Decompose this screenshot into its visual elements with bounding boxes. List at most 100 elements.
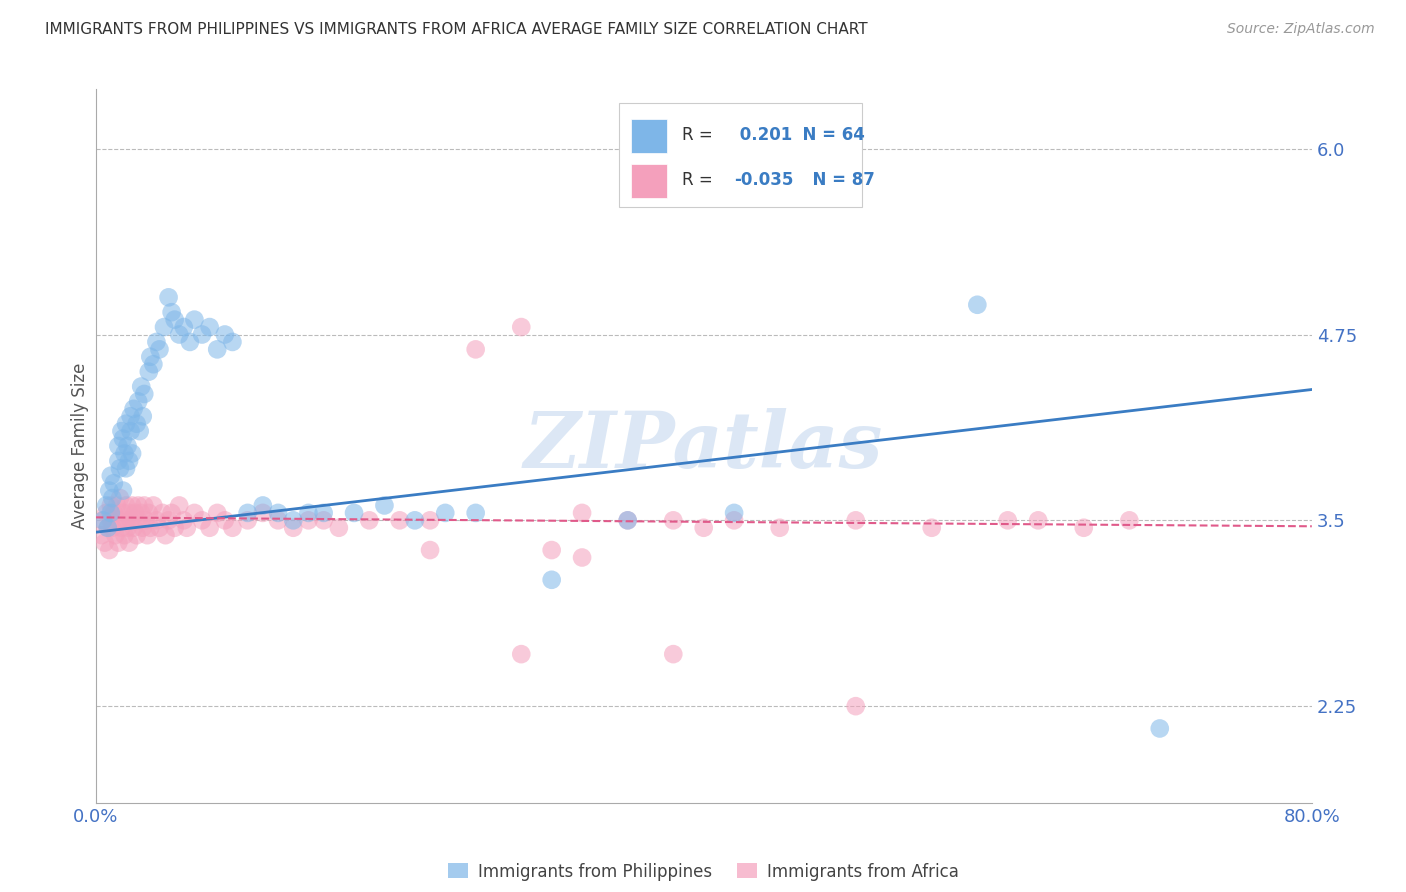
Point	[312, 513, 335, 527]
Point	[388, 513, 411, 527]
Point	[343, 506, 366, 520]
Point	[183, 506, 205, 520]
Point	[373, 499, 395, 513]
Point	[252, 506, 274, 520]
Point	[464, 506, 486, 520]
Point	[132, 409, 155, 424]
Text: R =: R =	[682, 170, 718, 188]
Point	[100, 513, 122, 527]
Point	[148, 343, 170, 357]
Point	[845, 699, 868, 714]
Point	[152, 506, 174, 520]
Bar	[631, 120, 668, 153]
Point	[105, 499, 128, 513]
Point	[97, 521, 120, 535]
Point	[121, 499, 143, 513]
Point	[117, 521, 139, 535]
Point	[997, 513, 1019, 527]
Point	[163, 312, 186, 326]
Point	[236, 506, 259, 520]
Point	[510, 320, 533, 334]
Point	[103, 476, 125, 491]
Point	[127, 513, 149, 527]
Point	[127, 499, 149, 513]
Point	[100, 499, 122, 513]
Point	[921, 521, 943, 535]
Point	[267, 513, 290, 527]
Point	[98, 483, 121, 498]
Point	[221, 521, 243, 535]
Point	[115, 499, 138, 513]
Point	[214, 327, 236, 342]
Point	[540, 543, 562, 558]
Point	[267, 506, 290, 520]
Legend: Immigrants from Philippines, Immigrants from Africa: Immigrants from Philippines, Immigrants …	[441, 856, 966, 888]
Text: -0.035: -0.035	[734, 170, 793, 188]
Point	[198, 320, 221, 334]
Point	[157, 290, 180, 304]
Point	[110, 424, 132, 438]
Point	[1118, 513, 1140, 527]
FancyBboxPatch shape	[619, 103, 862, 207]
Text: IMMIGRANTS FROM PHILIPPINES VS IMMIGRANTS FROM AFRICA AVERAGE FAMILY SIZE CORREL: IMMIGRANTS FROM PHILIPPINES VS IMMIGRANT…	[45, 22, 868, 37]
Point	[118, 506, 141, 520]
Point	[118, 535, 141, 549]
Point	[571, 550, 593, 565]
Point	[207, 343, 229, 357]
Text: R =: R =	[682, 126, 718, 144]
Point	[139, 521, 162, 535]
Point	[404, 513, 426, 527]
Point	[221, 334, 243, 349]
Point	[111, 483, 134, 498]
Point	[115, 513, 138, 527]
Point	[236, 513, 259, 527]
Point	[167, 327, 190, 342]
Point	[115, 417, 138, 431]
Point	[97, 521, 120, 535]
Point	[98, 543, 121, 558]
Point	[145, 334, 167, 349]
Point	[104, 528, 127, 542]
Point	[138, 506, 160, 520]
Point	[136, 528, 159, 542]
Point	[160, 506, 183, 520]
Point	[191, 327, 214, 342]
Point	[107, 439, 129, 453]
Point	[179, 334, 201, 349]
Point	[110, 521, 132, 535]
Point	[966, 298, 988, 312]
Point	[198, 521, 221, 535]
Point	[139, 350, 162, 364]
Point	[120, 409, 142, 424]
Point	[111, 506, 134, 520]
Point	[129, 506, 152, 520]
Point	[419, 513, 441, 527]
Point	[124, 506, 146, 520]
Point	[769, 521, 792, 535]
Point	[96, 499, 118, 513]
Text: ZIPatlas: ZIPatlas	[524, 408, 883, 484]
Point	[312, 506, 335, 520]
Point	[662, 513, 685, 527]
Point	[616, 513, 638, 527]
Point	[120, 513, 142, 527]
Point	[1073, 521, 1095, 535]
Point	[173, 320, 195, 334]
Point	[434, 506, 457, 520]
Point	[419, 543, 441, 558]
Point	[157, 513, 180, 527]
Point	[1149, 722, 1171, 736]
Point	[297, 513, 319, 527]
Point	[155, 528, 177, 542]
Point	[540, 573, 562, 587]
Text: Source: ZipAtlas.com: Source: ZipAtlas.com	[1227, 22, 1375, 37]
Point	[283, 521, 305, 535]
Point	[176, 521, 198, 535]
Point	[163, 521, 186, 535]
Point	[114, 446, 136, 460]
Point	[117, 439, 139, 453]
Point	[214, 513, 236, 527]
Point	[153, 320, 176, 334]
Point	[120, 424, 142, 438]
Point	[167, 499, 190, 513]
